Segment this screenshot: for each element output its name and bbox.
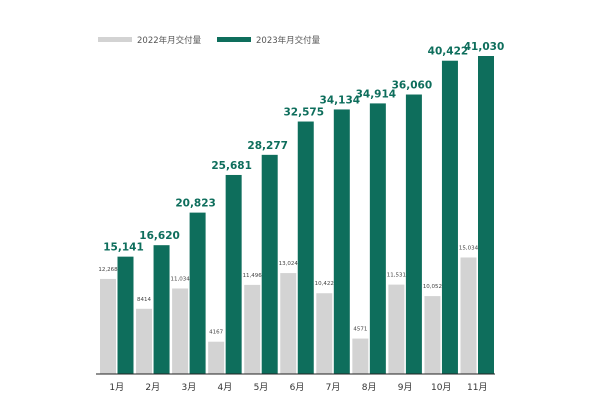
data-label-2022-3: 11,034 (170, 276, 190, 282)
x-tick-8: 8月 (362, 382, 377, 393)
data-label-2023-5: 28,277 (247, 140, 288, 152)
data-label-2023-10: 40,422 (428, 46, 469, 58)
x-tick-11: 11月 (467, 382, 487, 393)
legend-label-2023: 2023年月交付量 (256, 35, 321, 46)
data-label-2023-4: 25,681 (211, 160, 252, 172)
data-label-2022-9: 11,531 (387, 273, 406, 279)
x-tick-6: 6月 (290, 382, 305, 393)
data-label-2023-8: 34,914 (356, 88, 397, 100)
legend-item-2023: 2023年月交付量 (217, 35, 321, 46)
data-label-2022-6: 13,024 (279, 261, 299, 267)
x-tick-7: 7月 (326, 382, 341, 393)
bar-2023-6 (297, 121, 314, 375)
legend-swatch-2022 (98, 37, 132, 42)
data-label-2022-1: 12,268 (98, 267, 118, 273)
data-label-2023-7: 34,134 (320, 94, 361, 106)
x-tick-5: 5月 (254, 382, 269, 393)
bar-2022-3 (172, 288, 189, 374)
bar-2023-10 (441, 60, 458, 375)
data-label-2022-7: 10,422 (315, 281, 334, 287)
bar-2022-5 (244, 284, 261, 374)
data-label-2023-2: 16,620 (139, 230, 180, 242)
bar-2023-8 (369, 103, 386, 374)
data-label-2023-11: 41,030 (464, 41, 505, 53)
bar-2023-9 (405, 94, 422, 374)
bar-2023-5 (261, 154, 278, 374)
data-label-2022-10: 10,052 (423, 284, 442, 290)
bar-2023-11 (478, 56, 494, 374)
legend-swatch-2023 (217, 37, 251, 42)
bar-2022-10 (424, 296, 441, 374)
bar-2023-2 (153, 245, 170, 374)
data-label-2022-5: 11,496 (243, 273, 263, 279)
x-tick-3: 3月 (181, 382, 196, 393)
bar-2022-9 (388, 284, 405, 374)
bar-2022-2 (136, 308, 153, 374)
bar-2023-4 (225, 174, 242, 374)
x-tick-10: 10月 (431, 382, 451, 393)
bar-2023-3 (189, 212, 206, 374)
data-label-2022-8: 4571 (353, 327, 367, 333)
data-label-2023-1: 15,141 (103, 242, 144, 254)
x-tick-4: 4月 (218, 382, 233, 393)
legend-item-2022: 2022年月交付量 (98, 35, 202, 46)
bar-2022-11 (460, 257, 477, 374)
data-label-2022-11: 15,034 (459, 245, 479, 251)
bar-2023-7 (333, 109, 350, 375)
bar-2022-1 (100, 278, 116, 374)
x-tick-1: 1月 (109, 382, 124, 393)
bar-2022-7 (316, 293, 333, 374)
plot-area: 12,268 15,141 8414 16,620 11,034 20,823 4167 25… (98, 41, 505, 375)
bar-2022-4 (208, 341, 225, 374)
x-tick-2: 2月 (145, 382, 160, 393)
bar-2023-1 (117, 256, 134, 374)
data-label-2022-2: 8414 (137, 297, 151, 303)
data-label-2023-3: 20,823 (175, 198, 216, 210)
bar-2022-8 (352, 338, 369, 374)
x-tick-9: 9月 (398, 382, 413, 393)
data-label-2023-9: 36,060 (392, 80, 433, 92)
legend-label-2022: 2022年月交付量 (137, 35, 202, 46)
legend: 2022年月交付量 2023年月交付量 (98, 35, 321, 46)
x-axis-ticks: 1月 2月 3月 4月 5月 6月 7月 8月 9月 10月 11月 (109, 382, 487, 393)
data-label-2023-6: 32,575 (283, 107, 324, 119)
bar-2022-6 (280, 273, 297, 374)
data-label-2022-4: 4167 (209, 330, 223, 336)
